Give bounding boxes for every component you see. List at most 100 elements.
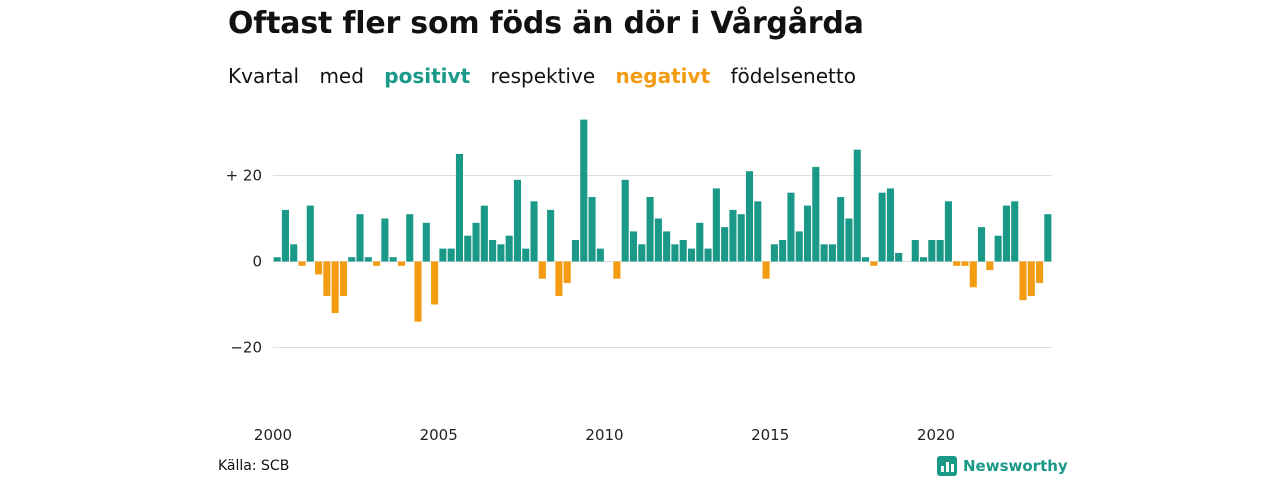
bar: [861, 257, 870, 262]
subtitle-word: respektive: [490, 64, 596, 88]
bar: [290, 244, 298, 262]
bar: [431, 261, 439, 305]
subtitle-word: med: [319, 64, 364, 88]
bar: [1027, 261, 1035, 296]
bar: [812, 166, 820, 262]
bar: [745, 171, 754, 262]
bar: [646, 197, 654, 262]
y-tick-label: 0: [252, 253, 262, 271]
bar: [397, 261, 405, 266]
bar: [455, 154, 464, 262]
bar: [356, 214, 364, 262]
bar: [547, 209, 555, 262]
bar: [596, 248, 604, 262]
bar: [911, 240, 919, 262]
bar: [447, 248, 455, 262]
bar: [795, 231, 803, 262]
bar: [779, 240, 787, 262]
subtitle-positive-label: positivt: [384, 64, 471, 88]
bar: [281, 209, 289, 262]
bar: [969, 261, 977, 288]
bar: [671, 244, 679, 262]
bar: [406, 214, 414, 262]
bar: [895, 252, 903, 262]
bar: [464, 235, 472, 262]
bar: [663, 231, 671, 262]
bar: [522, 248, 530, 262]
bar: [944, 201, 952, 262]
y-tick-label: + 20: [226, 167, 262, 185]
bar: [1019, 261, 1027, 301]
bar: [787, 192, 795, 262]
bar: [820, 244, 828, 262]
bar: [306, 205, 314, 262]
bar: [273, 257, 281, 262]
bar: [721, 227, 729, 262]
bar: [828, 244, 836, 262]
bar: [315, 261, 323, 275]
bar: [1011, 201, 1019, 262]
bar: [870, 261, 878, 266]
bar: [1036, 261, 1044, 283]
chart-subtitle: Kvartal med positivt respektive negativt…: [228, 64, 870, 88]
x-tick-label: 2005: [420, 426, 458, 444]
bar: [439, 248, 447, 262]
bar: [414, 261, 422, 322]
bar: [961, 261, 969, 266]
bar: [704, 248, 712, 262]
bar: [323, 261, 331, 296]
bar: [679, 240, 687, 262]
bar: [654, 218, 662, 262]
bar: [1044, 214, 1052, 262]
bar: [555, 261, 563, 296]
bar: [687, 248, 696, 262]
bar: [638, 244, 646, 262]
bar: [298, 261, 306, 266]
bar: [803, 205, 812, 262]
bar: [629, 231, 638, 262]
newsworthy-icon: [937, 456, 957, 476]
bar: [845, 218, 853, 262]
bar: [762, 261, 770, 279]
bar: [754, 201, 762, 262]
y-axis: + 20 0 −20: [226, 167, 262, 357]
brand-logo: Newsworthy: [937, 456, 1068, 476]
bar: [978, 227, 986, 262]
bar: [472, 222, 480, 262]
bar: [530, 201, 538, 262]
bar: [588, 197, 596, 262]
bar: [513, 179, 522, 262]
bar: [348, 257, 356, 262]
bars: [273, 119, 1052, 322]
bar: [1002, 205, 1010, 262]
bar: [373, 261, 381, 266]
bar: [364, 257, 372, 262]
subtitle-word: Kvartal: [228, 64, 300, 88]
bar: [621, 179, 629, 262]
y-tick-label: −20: [230, 339, 262, 357]
bar: [920, 257, 928, 262]
bar: [837, 197, 845, 262]
bar: [505, 235, 513, 262]
bar: [580, 119, 588, 262]
bar: [538, 261, 546, 279]
bar: [389, 257, 397, 262]
bar: [953, 261, 961, 266]
bar: [936, 240, 944, 262]
bar: [497, 244, 505, 262]
bar: [422, 222, 430, 262]
source-note: Källa: SCB: [218, 458, 290, 474]
bar: [986, 261, 994, 271]
chart-title: Oftast fler som föds än dör i Vårgårda: [228, 6, 864, 41]
bar: [737, 214, 745, 262]
bar: [994, 235, 1002, 262]
bar: [712, 188, 720, 262]
bar: [729, 209, 737, 262]
subtitle-word: födelsenetto: [730, 64, 856, 88]
bar: [489, 240, 497, 262]
bar: [878, 192, 886, 262]
subtitle-negative-label: negativt: [615, 64, 711, 88]
bar: [696, 222, 704, 262]
bar: [770, 244, 778, 262]
